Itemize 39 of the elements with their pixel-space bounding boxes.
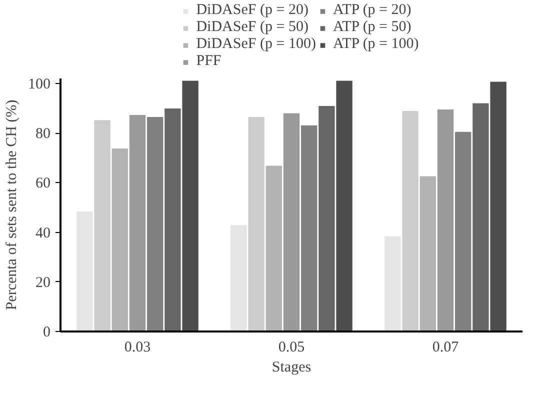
bar (94, 120, 110, 332)
legend-label: ATP (p = 100) (332, 36, 419, 53)
bar (182, 80, 198, 332)
bar (266, 166, 282, 332)
bar (472, 103, 489, 332)
legend-label: DiDASeF (p = 50) (196, 19, 308, 36)
y-tick-label: 100 (28, 76, 50, 92)
bar (402, 110, 418, 332)
bar (437, 110, 454, 332)
x-tick-label: 0.03 (124, 340, 151, 356)
bar (455, 132, 472, 332)
bar (490, 82, 506, 332)
y-tick-label: 80 (36, 126, 50, 142)
legend-label: ATP (p = 50) (332, 19, 412, 36)
y-tick-label: 0 (43, 324, 50, 340)
y-tick-label: 40 (36, 225, 50, 242)
bar (318, 106, 335, 332)
bar (248, 116, 264, 332)
legend-label: ATP (p = 20) (332, 2, 412, 19)
legend-label: DiDASeF (p = 100) (196, 36, 316, 53)
y-tick-label: 20 (36, 274, 50, 291)
bar (129, 114, 146, 332)
bar (230, 225, 247, 332)
legend-label: PFF (196, 53, 222, 70)
bar (112, 148, 128, 332)
y-axis-title: Percenta of sets sent to the CH (%) (4, 100, 20, 310)
x-tick-label: 0.07 (432, 340, 460, 356)
bar (420, 176, 436, 332)
bar (164, 108, 181, 332)
x-tick-label: 0.05 (278, 340, 305, 356)
bar (301, 125, 318, 332)
bar (384, 236, 401, 332)
bar (336, 80, 352, 332)
x-axis-title: Stages (272, 360, 312, 376)
bar (283, 113, 300, 332)
bar (76, 211, 93, 332)
legend-label: DiDASeF (p = 20) (196, 2, 308, 19)
y-tick-label: 60 (36, 176, 50, 192)
bar (147, 116, 164, 332)
